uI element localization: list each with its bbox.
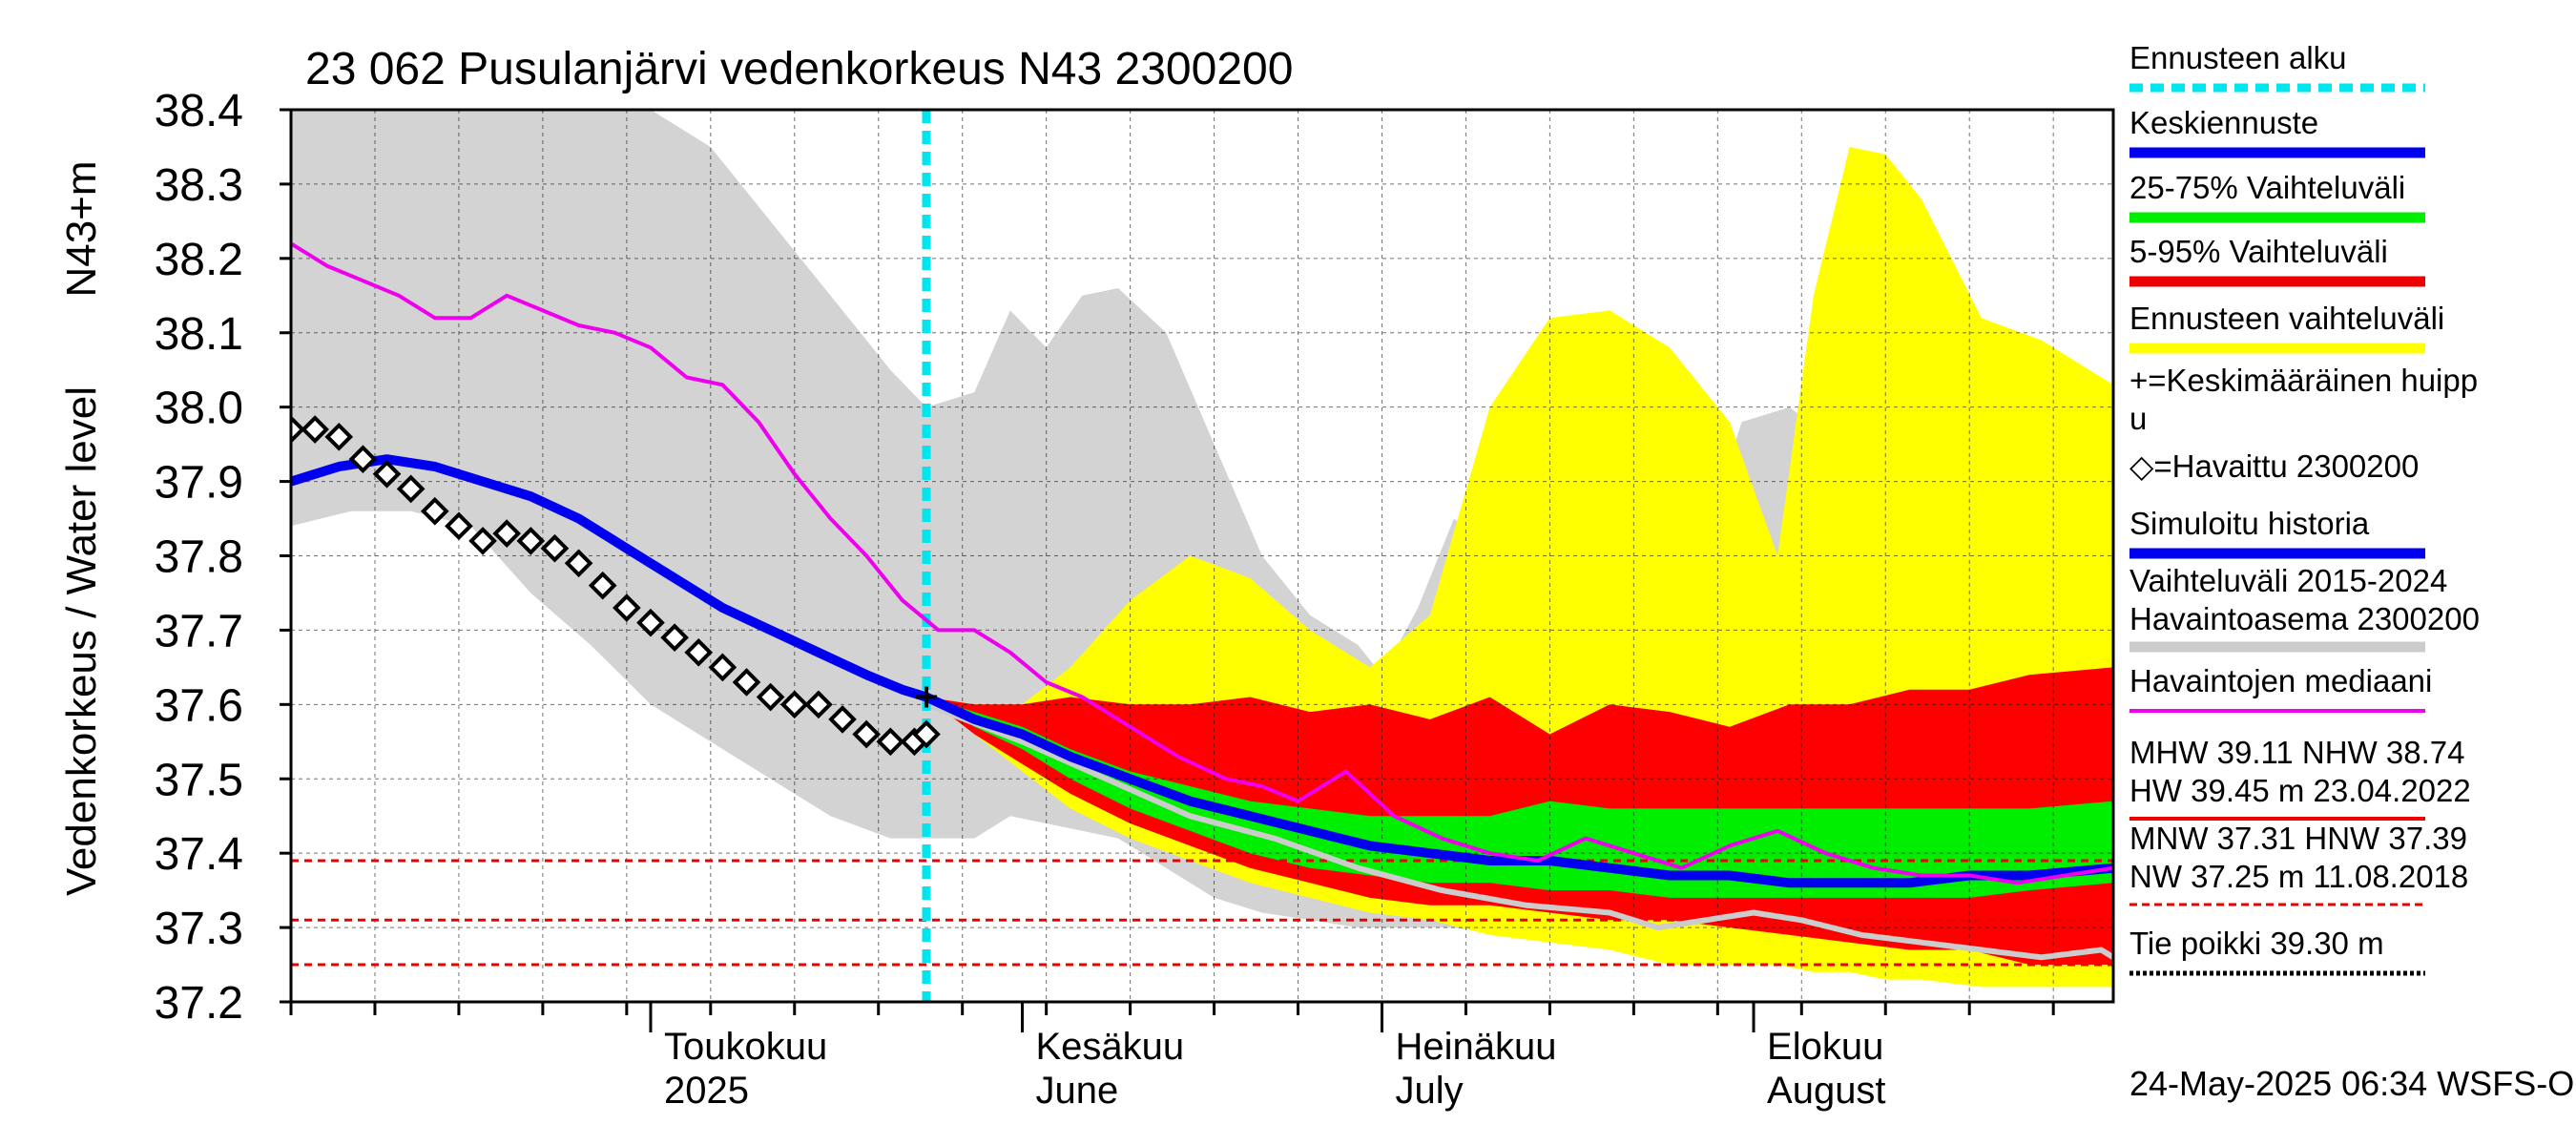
legend-label: Simuloitu historia bbox=[2129, 506, 2370, 541]
x-month-label: Heinäkuu bbox=[1395, 1026, 1556, 1068]
y-tick-label: 37.2 bbox=[155, 978, 243, 1029]
observed-point bbox=[348, 445, 378, 474]
observed-point bbox=[613, 593, 641, 622]
x-month-label: Toukokuu bbox=[664, 1026, 827, 1068]
legend: Ennusteen alku Keskiennuste 25-75% Vaihtel… bbox=[2129, 40, 2480, 976]
simulated-history-line bbox=[291, 454, 931, 702]
y-tick-label: 37.6 bbox=[155, 680, 243, 731]
history-median-line bbox=[924, 701, 2113, 961]
observed-point bbox=[804, 690, 833, 719]
observed-point bbox=[756, 682, 785, 712]
observed-point bbox=[828, 705, 857, 734]
observed-point bbox=[445, 511, 473, 541]
observed-point bbox=[291, 415, 305, 444]
chart-title: 23 062 Pusulanjärvi vedenkorkeus N43 230… bbox=[305, 44, 1293, 94]
observed-point bbox=[396, 474, 426, 504]
observed-point bbox=[708, 653, 737, 682]
x-month-label: Kesäkuu bbox=[1036, 1026, 1185, 1068]
y-tick-label: 38.1 bbox=[155, 309, 243, 360]
observed-point bbox=[779, 690, 809, 719]
legend-label: MNW 37.31 HNW 37.39 bbox=[2129, 821, 2467, 856]
legend-label: Tie poikki 39.30 m bbox=[2129, 926, 2384, 961]
observed-point bbox=[564, 549, 593, 578]
y-tick-label: 37.5 bbox=[155, 755, 243, 805]
observed-point bbox=[660, 623, 689, 653]
y-axis-unit: N43+m bbox=[58, 160, 105, 297]
observed-point bbox=[324, 423, 354, 451]
x-month-sublabel: August bbox=[1767, 1070, 1886, 1112]
legend-label-line2: u bbox=[2129, 401, 2147, 436]
legend-label-line2: Havaintoasema 2300200 bbox=[2129, 601, 2480, 636]
observed-point bbox=[732, 668, 761, 697]
y-tick-label: 38.3 bbox=[155, 160, 243, 211]
legend-label: 25-75% Vaihteluväli bbox=[2129, 170, 2405, 205]
observed-point bbox=[516, 527, 546, 555]
legend-label-line2: NW 37.25 m 11.08.2018 bbox=[2129, 859, 2468, 894]
legend-label: Keskiennuste bbox=[2129, 105, 2318, 140]
observed-point bbox=[301, 415, 329, 444]
legend-label: ◇=Havaittu 2300200 bbox=[2129, 448, 2419, 484]
y-tick-label: 38.0 bbox=[155, 384, 243, 434]
x-month-sublabel: 2025 bbox=[664, 1070, 749, 1112]
timestamp: 24-May-2025 06:34 WSFS-O bbox=[2129, 1064, 2574, 1103]
plot-frame bbox=[289, 108, 2115, 1004]
y-ticks: 37.2 37.3 37.4 37.5 37.6 37.7 37.8 37.9 38.0 38.1… bbox=[155, 86, 291, 1029]
observed-point bbox=[852, 719, 881, 749]
observed-point bbox=[468, 527, 497, 555]
y-tick-label: 37.4 bbox=[155, 829, 243, 880]
plot-area bbox=[291, 110, 2113, 1002]
y-tick-label: 38.2 bbox=[155, 235, 243, 285]
observed-point bbox=[876, 727, 905, 757]
y-tick-label: 37.8 bbox=[155, 532, 243, 583]
observed-point bbox=[420, 496, 449, 526]
mean-forecast-line bbox=[922, 692, 2113, 888]
legend-label: Havaintojen mediaani bbox=[2129, 663, 2432, 698]
y-tick-label: 37.3 bbox=[155, 904, 243, 954]
observed-point bbox=[492, 519, 522, 548]
legend-label: Ennusteen alku bbox=[2129, 40, 2347, 75]
y-tick-label: 37.7 bbox=[155, 606, 243, 656]
x-month-sublabel: July bbox=[1395, 1070, 1463, 1112]
observed-point bbox=[912, 719, 941, 749]
observed-point bbox=[588, 571, 617, 600]
observed-point bbox=[540, 533, 570, 563]
legend-label: +=Keskimääräinen huipp bbox=[2129, 363, 2478, 398]
legend-label: 5-95% Vaihteluväli bbox=[2129, 234, 2388, 269]
y-tick-label: 37.9 bbox=[155, 458, 243, 509]
mean-peak-marker bbox=[915, 686, 937, 708]
observed-point bbox=[372, 459, 402, 489]
observed-point bbox=[684, 637, 714, 667]
legend-label-line2: HW 39.45 m 23.04.2022 bbox=[2129, 773, 2471, 808]
legend-label: MHW 39.11 NHW 38.74 bbox=[2129, 735, 2465, 770]
legend-label: Vaihteluväli 2015-2024 bbox=[2129, 563, 2447, 598]
y-tick-label: 38.4 bbox=[155, 86, 243, 136]
x-month-label: Elokuu bbox=[1767, 1026, 1883, 1068]
legend-label: Ennusteen vaihteluväli bbox=[2129, 301, 2444, 336]
x-month-sublabel: June bbox=[1036, 1070, 1119, 1112]
y-axis-label: Vedenkorkeus / Water level bbox=[58, 386, 105, 896]
observed-point bbox=[636, 608, 665, 637]
observation-median-line bbox=[291, 241, 2113, 885]
